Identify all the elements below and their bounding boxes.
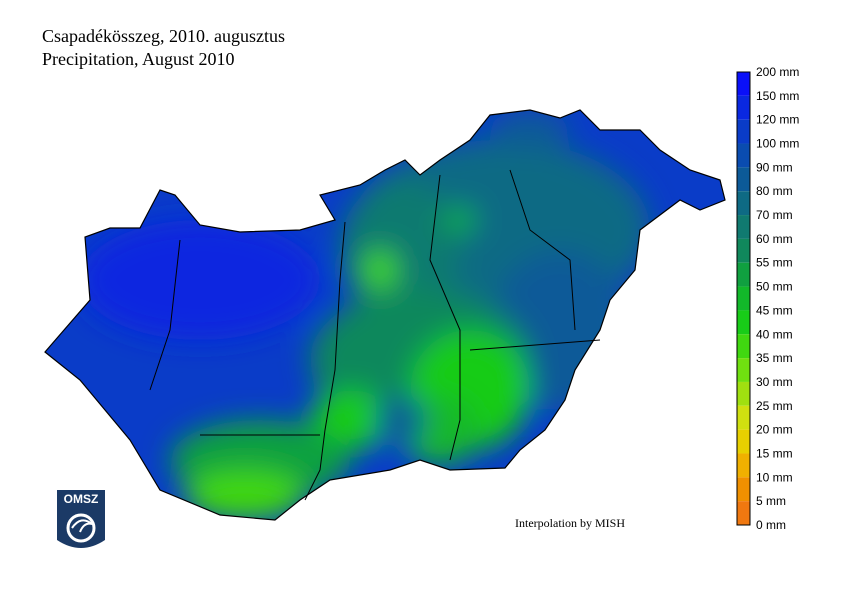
legend-swatch [737,334,750,359]
logo: OMSZ [57,490,105,548]
legend-label: 30 mm [756,375,793,389]
legend-swatch [737,477,750,502]
legend-swatch [737,286,750,311]
legend-swatch [737,72,750,96]
legend-label: 20 mm [756,423,793,437]
logo-text: OMSZ [64,492,99,506]
legend-swatch [737,501,750,525]
legend-swatch [737,358,750,382]
legend-label: 80 mm [756,184,793,198]
legend-label: 70 mm [756,208,793,222]
credit: Interpolation by MISH [515,516,625,530]
legend-swatch [737,310,750,335]
borders [44,109,726,521]
legend-label: 150 mm [756,89,799,103]
legend-frame [736,71,751,526]
legend-label: 35 mm [756,351,793,365]
subtitle: Precipitation, August 2010 [42,49,235,69]
legend-swatch [737,191,750,216]
legend-label: 45 mm [756,303,793,317]
legend-label: 10 mm [756,470,793,484]
legend-label: 25 mm [756,399,793,413]
legend-swatch [737,119,750,144]
legend-label: 50 mm [756,280,793,294]
legend-label: 200 mm [756,65,799,79]
legend-label: 60 mm [756,232,793,246]
legend-swatch [737,238,750,263]
legend: 200 mm 150 mm 120 mm 100 mm 90 mm 80 mm 70 mm 6… [736,65,799,532]
legend-swatch [737,215,750,239]
legend-swatch [737,381,750,406]
legend-swatch [737,143,750,168]
legend-label: 5 mm [756,494,786,508]
legend-swatch [737,453,750,478]
legend-swatch [737,95,750,120]
legend-label: 0 mm [756,518,786,532]
legend-label: 90 mm [756,160,793,174]
legend-label: 15 mm [756,446,793,460]
title: Csapadékösszeg, 2010. augusztus [42,26,285,46]
legend-label: 120 mm [756,113,799,127]
legend-label: 40 mm [756,327,793,341]
legend-label: 55 mm [756,256,793,270]
legend-swatch [737,262,750,287]
legend-swatch [737,429,750,454]
legend-label: 100 mm [756,137,799,151]
legend-swatch [737,167,750,192]
legend-swatch [737,405,750,430]
